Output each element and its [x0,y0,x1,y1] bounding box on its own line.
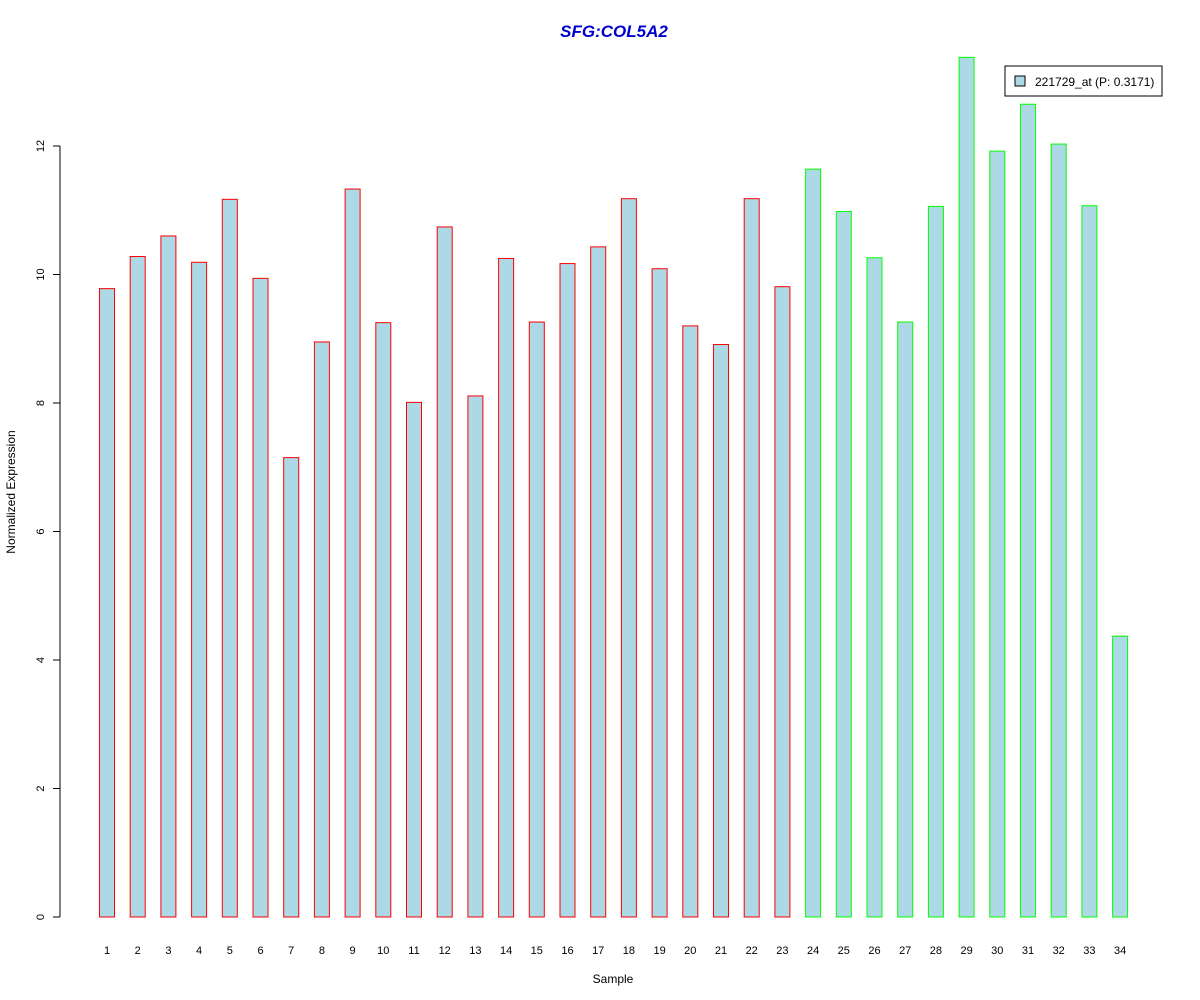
x-tick-label-31: 31 [1022,945,1034,957]
bar-20 [682,325,699,918]
x-tick-label-16: 16 [561,945,573,957]
x-tick-label-12: 12 [439,945,451,957]
x-tick-label-25: 25 [838,945,850,957]
x-tick-label-3: 3 [165,945,171,957]
bar-9 [344,188,361,918]
bar-28 [927,205,944,918]
x-tick-label-10: 10 [377,945,389,957]
bar-17 [590,246,607,918]
bar-1 [99,288,115,918]
x-tick-label-27: 27 [899,945,911,957]
x-tick-label-21: 21 [715,945,727,957]
bar-34 [1112,635,1129,918]
x-tick-label-5: 5 [227,945,233,957]
bar-6 [252,277,269,918]
bar-22 [743,198,760,918]
x-tick-label-23: 23 [776,945,788,957]
x-tick-label-20: 20 [684,945,696,957]
x-tick-labels: 1 2 3 4 5 6 7 8 9 10 11 12 13 14 15 16 17 18 19 20 21 22 23 24 2… [104,945,1126,957]
bar-33 [1081,205,1098,918]
x-tick-label-33: 33 [1083,945,1095,957]
y-axis-label: Normalized Expression [4,430,18,553]
x-tick-label-29: 29 [960,945,972,957]
bar-15 [528,321,545,918]
x-tick-label-34: 34 [1114,945,1126,957]
bar-18 [620,198,637,918]
legend: 221729_at (P: 0.3171) [1004,65,1163,97]
bar-24 [805,168,822,918]
y-tick-label-4: 4 [35,657,47,663]
x-tick-label-17: 17 [592,945,604,957]
bar-5 [221,198,238,918]
x-tick-label-15: 15 [531,945,543,957]
bar-26 [866,257,883,918]
bar-8 [313,341,330,918]
bar-29 [958,56,975,918]
x-tick-label-30: 30 [991,945,1003,957]
bar-2 [129,256,146,918]
legend-box [1004,65,1163,97]
y-tick-label-12: 12 [35,140,47,152]
legend-swatch [1014,75,1026,87]
bar-10 [375,322,392,918]
bar-7 [283,457,300,918]
y-tick-label-2: 2 [35,785,47,791]
x-tick-label-14: 14 [500,945,512,957]
x-tick-label-1: 1 [104,945,110,957]
bar-30 [989,150,1006,918]
bar-12 [436,226,453,918]
x-tick-label-2: 2 [135,945,141,957]
x-tick-label-7: 7 [288,945,294,957]
x-tick-label-6: 6 [257,945,263,957]
y-tick-label-0: 0 [35,914,47,920]
y-tick-label-8: 8 [35,400,47,406]
bar-25 [835,211,852,918]
x-tick-label-32: 32 [1053,945,1065,957]
chart-title: SFG:COL5A2 [560,22,668,41]
legend-label: 221729_at (P: 0.3171) [1035,75,1154,89]
bar-23 [774,286,791,918]
x-axis-label: Sample [593,972,634,986]
x-tick-label-19: 19 [653,945,665,957]
y-tick-label-6: 6 [35,528,47,534]
bar-4 [191,261,208,918]
x-tick-label-13: 13 [469,945,481,957]
y-tick-label-10: 10 [35,268,47,280]
bar-32 [1050,143,1067,918]
bar-21 [713,344,729,918]
bar-16 [559,263,576,918]
x-tick-label-9: 9 [350,945,356,957]
x-tick-label-8: 8 [319,945,325,957]
bar-19 [651,268,668,918]
x-tick-label-11: 11 [408,945,419,957]
bar-11 [406,401,422,918]
x-tick-label-24: 24 [807,945,819,957]
x-tick-label-4: 4 [196,945,202,957]
bar-3 [160,235,177,918]
bar-31 [1020,103,1036,918]
bar-13 [467,395,484,918]
bars [99,56,1129,918]
y-axis: 0 2 4 6 8 10 12 [35,140,61,920]
x-tick-label-28: 28 [930,945,942,957]
bar-14 [498,257,515,918]
bar-27 [897,321,914,918]
x-tick-label-26: 26 [868,945,880,957]
x-tick-label-18: 18 [623,945,635,957]
x-tick-label-22: 22 [746,945,758,957]
